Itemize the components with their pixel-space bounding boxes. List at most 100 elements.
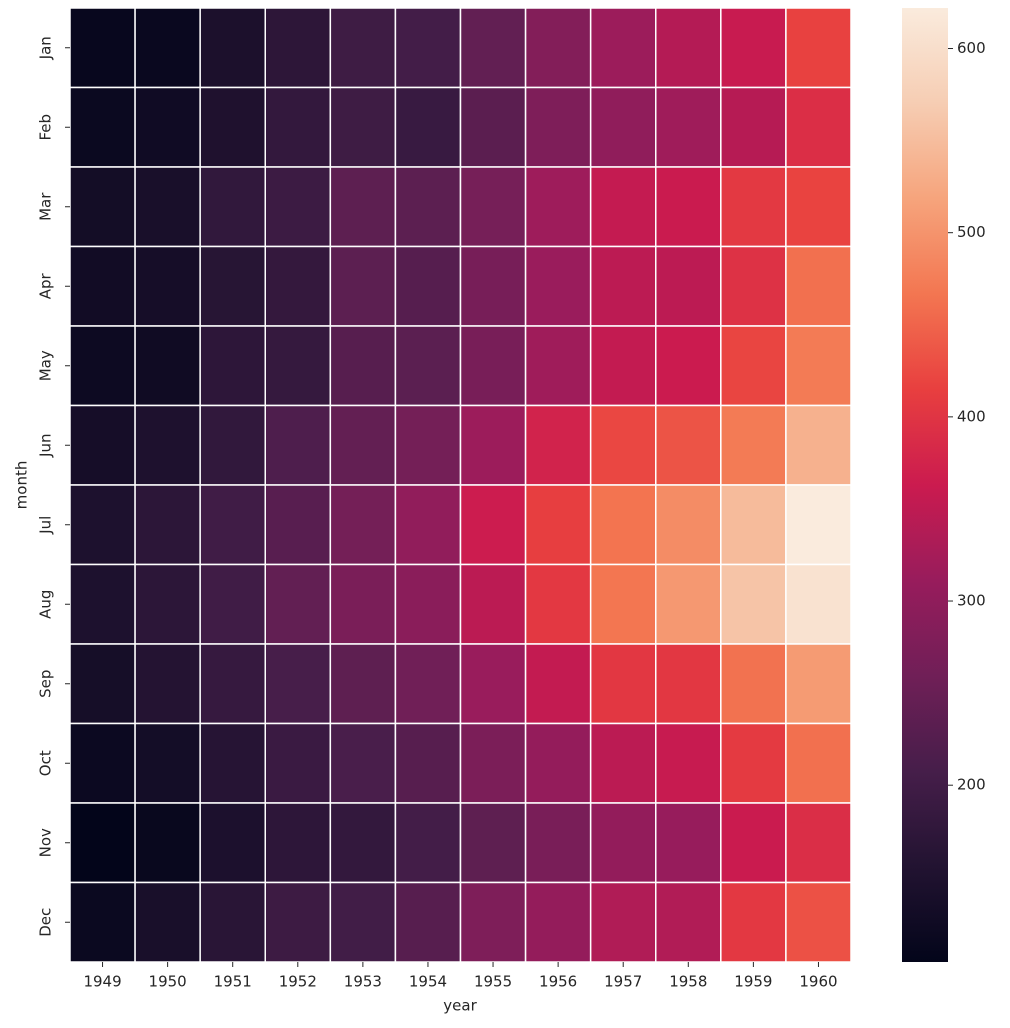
heatmap-cell	[329, 7, 397, 89]
heatmap-cell	[394, 166, 462, 248]
heatmap-cell	[199, 484, 267, 566]
heatmap-cell	[134, 325, 201, 407]
heatmap-cell	[785, 722, 852, 804]
heatmap-cell	[394, 7, 462, 89]
heatmap-cell	[69, 643, 136, 725]
heatmap-cell	[589, 404, 657, 486]
heatmap-cell	[134, 643, 201, 725]
x-tick-label: 1954	[409, 973, 447, 991]
heatmap-cell	[720, 484, 787, 566]
heatmap-cell	[329, 166, 397, 248]
heatmap-cell	[785, 86, 852, 168]
heatmap-cell	[589, 7, 657, 89]
heatmap-cell	[589, 245, 657, 327]
heatmap-cell	[69, 563, 136, 645]
heatmap-cell	[69, 166, 136, 248]
heatmap-cell	[589, 722, 657, 804]
heatmap-cell	[785, 404, 852, 486]
heatmap-cell	[785, 325, 852, 407]
heatmap-cell	[720, 86, 787, 168]
heatmap-cell	[524, 7, 592, 89]
heatmap-cell	[264, 881, 332, 963]
y-tick-label: Apr	[37, 272, 55, 299]
heatmap-cell	[199, 643, 267, 725]
y-tick-label: Jun	[37, 434, 55, 458]
heatmap-cell	[394, 802, 462, 884]
x-tick-label: 1957	[604, 973, 642, 991]
heatmap-cell	[524, 404, 592, 486]
x-tick-label: 1960	[799, 973, 837, 991]
heatmap-cell	[329, 86, 397, 168]
heatmap-cell	[264, 86, 332, 168]
heatmap-cell	[134, 802, 201, 884]
heatmap-cell	[655, 881, 722, 963]
y-tick-label: Mar	[37, 192, 55, 221]
heatmap-cell	[329, 722, 397, 804]
heatmap-cell	[329, 643, 397, 725]
heatmap-cell	[589, 484, 657, 566]
heatmap-cell	[134, 404, 201, 486]
heatmap-cell	[264, 484, 332, 566]
heatmap-cell	[785, 881, 852, 963]
heatmap-cell	[199, 166, 267, 248]
heatmap-cell	[524, 881, 592, 963]
heatmap-cell	[264, 802, 332, 884]
heatmap-cell	[459, 563, 527, 645]
heatmap-cell	[394, 404, 462, 486]
heatmap-cell	[655, 245, 722, 327]
heatmap-cell	[69, 325, 136, 407]
heatmap-cell	[264, 563, 332, 645]
heatmap-cell	[785, 484, 852, 566]
heatmap-cell	[264, 643, 332, 725]
heatmap-cell	[589, 643, 657, 725]
heatmap-cell	[524, 484, 592, 566]
heatmap-cell	[329, 802, 397, 884]
heatmap-cell	[785, 7, 852, 89]
heatmap-cell	[394, 484, 462, 566]
heatmap-cell	[394, 245, 462, 327]
heatmap-cell	[459, 245, 527, 327]
heatmap-cell	[134, 245, 201, 327]
heatmap-cell	[329, 484, 397, 566]
heatmap-cell	[69, 722, 136, 804]
heatmap-cell	[134, 86, 201, 168]
heatmap-cell	[394, 325, 462, 407]
x-tick-label: 1952	[279, 973, 317, 991]
y-axis-label: month	[13, 461, 31, 510]
heatmap-cell	[720, 881, 787, 963]
heatmap-cell	[329, 325, 397, 407]
heatmap-cell	[655, 722, 722, 804]
heatmap-cell	[720, 722, 787, 804]
heatmap-cell	[655, 802, 722, 884]
heatmap-cell	[69, 484, 136, 566]
colorbar-tick-label: 400	[957, 407, 986, 425]
heatmap-cell	[720, 245, 787, 327]
y-tick-label: Feb	[37, 114, 55, 141]
heatmap-cell	[459, 802, 527, 884]
y-tick-label: Nov	[37, 828, 55, 857]
heatmap-cell	[655, 166, 722, 248]
y-tick-label: Jul	[37, 516, 55, 535]
colorbar	[902, 8, 948, 962]
heatmap-cell	[589, 325, 657, 407]
y-tick-label: Jan	[37, 36, 55, 60]
heatmap-cell	[199, 7, 267, 89]
colorbar-tick-label: 600	[957, 39, 986, 57]
heatmap-cell	[785, 643, 852, 725]
heatmap-cell	[134, 722, 201, 804]
heatmap-cell	[199, 802, 267, 884]
heatmap-cell	[394, 643, 462, 725]
heatmap-cell	[264, 7, 332, 89]
heatmap-cell	[264, 722, 332, 804]
heatmap-cell	[524, 643, 592, 725]
heatmap-cell	[720, 643, 787, 725]
heatmap-cell	[655, 484, 722, 566]
heatmap-cell	[589, 881, 657, 963]
heatmap-cell	[655, 7, 722, 89]
heatmap-cell	[524, 802, 592, 884]
heatmap-cell	[394, 881, 462, 963]
heatmap-cell	[199, 404, 267, 486]
colorbar-tick-label: 500	[957, 223, 986, 241]
heatmap-cell	[394, 86, 462, 168]
